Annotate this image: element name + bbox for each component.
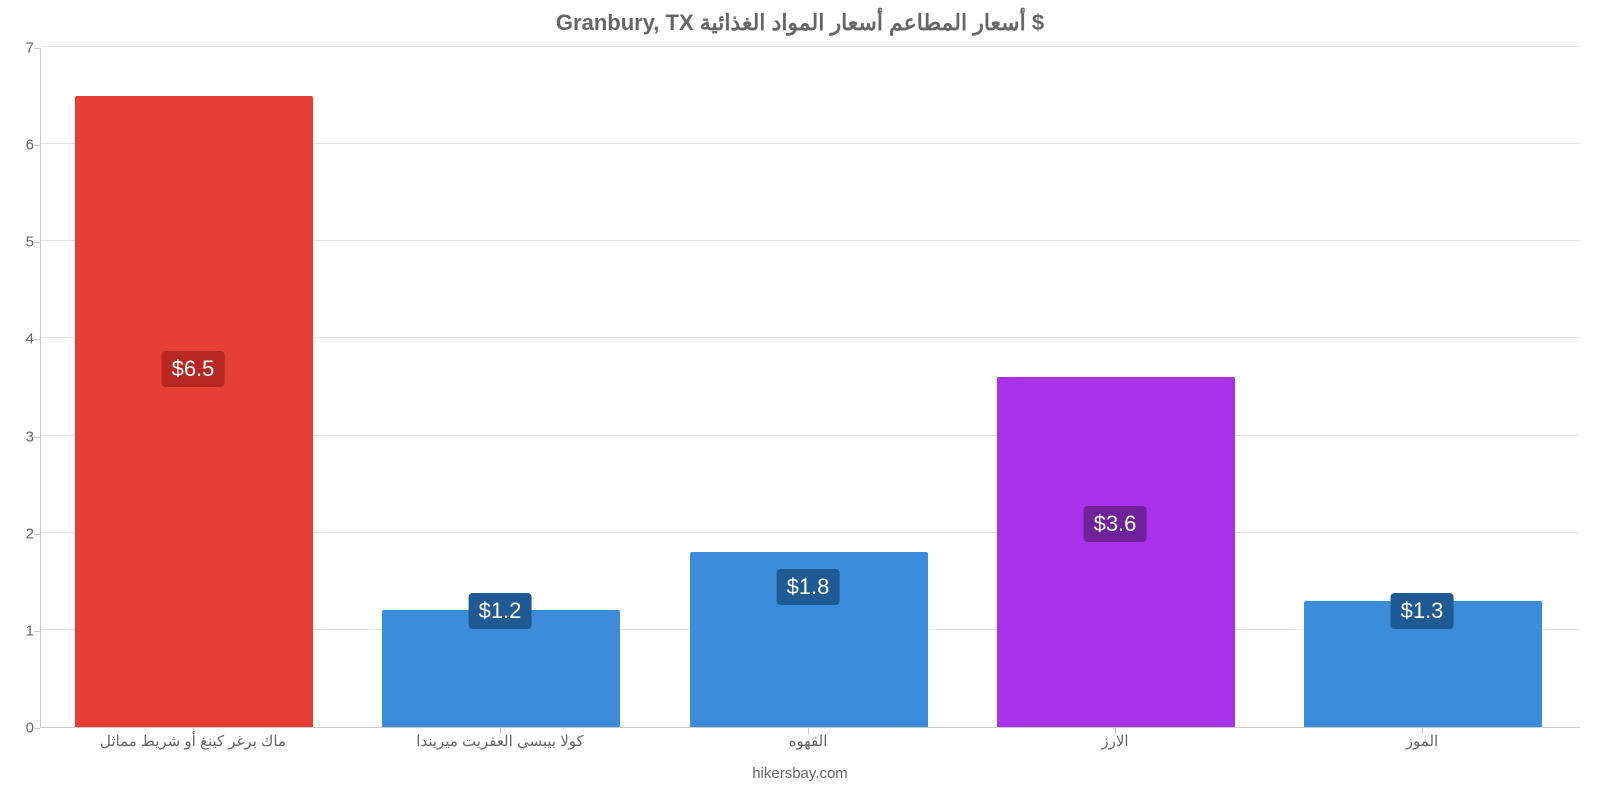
x-axis-tick-label: كولا بيبسي العفريت ميريندا [416,732,583,750]
x-axis-tick-label: القهوه [789,732,828,750]
y-axis-tick-label: 6 [4,137,34,154]
y-axis-tick-label: 1 [4,622,34,639]
y-axis-tick-label: 0 [4,720,34,737]
x-axis-tick-label: الموز [1406,732,1438,750]
bar-value-label: $6.5 [162,351,225,387]
y-axis-tick-label: 2 [4,525,34,542]
bar-value-label: $1.8 [777,569,840,605]
y-axis-tick-label: 5 [4,234,34,251]
chart-footer: hikersbay.com [0,765,1600,782]
bar [75,96,313,727]
y-axis-tick-label: 3 [4,428,34,445]
x-axis-tick-label: ماك برغر كينغ أو شريط مماثل [100,732,286,750]
plot-area [40,48,1580,728]
y-axis-tick-label: 4 [4,331,34,348]
gridline [41,46,1580,47]
x-axis-tick-label: الارز [1101,732,1128,750]
chart-title: Granbury, TX أسعار المطاعم أسعار المواد … [0,10,1600,36]
bar-value-label: $1.2 [469,593,532,629]
bar-value-label: $3.6 [1084,506,1147,542]
bar-value-label: $1.3 [1391,593,1454,629]
y-axis-tick-label: 7 [4,40,34,57]
y-axis-tick-mark [34,728,40,729]
bar-chart: Granbury, TX أسعار المطاعم أسعار المواد … [0,0,1600,800]
bar [997,377,1235,727]
